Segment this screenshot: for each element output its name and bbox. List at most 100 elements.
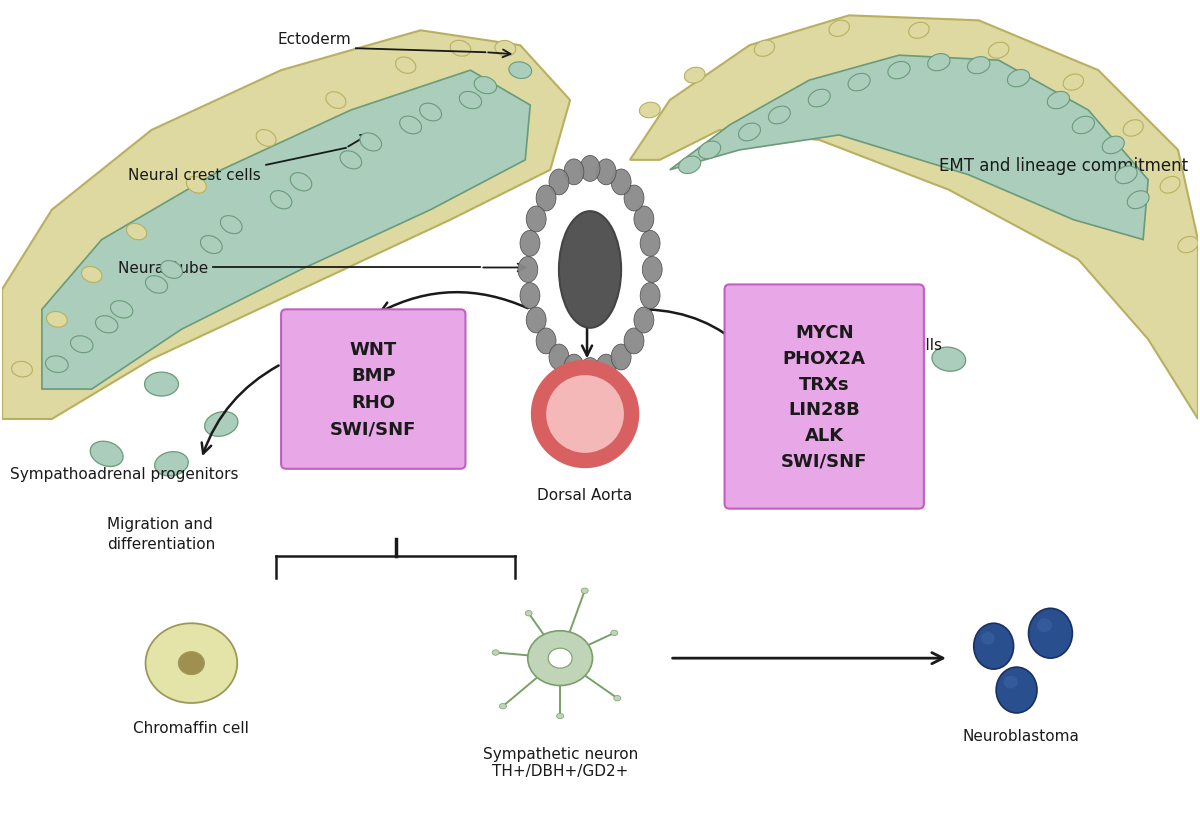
Ellipse shape [581,588,588,594]
Text: Chromaffin cell: Chromaffin cell [133,720,250,735]
Ellipse shape [526,611,532,616]
Text: Migrating
neural crest cells: Migrating neural crest cells [811,318,942,352]
Ellipse shape [90,441,124,467]
Ellipse shape [640,103,660,119]
Text: Sympathetic neuron
TH+/DBH+/GD2+: Sympathetic neuron TH+/DBH+/GD2+ [482,746,637,778]
Text: Neural crest cells: Neural crest cells [128,168,262,183]
Polygon shape [630,16,1198,419]
Ellipse shape [527,206,546,233]
Ellipse shape [679,157,701,174]
Ellipse shape [460,93,481,110]
Ellipse shape [528,631,593,686]
Ellipse shape [1127,192,1150,210]
Ellipse shape [1073,117,1094,134]
Ellipse shape [155,452,188,477]
Ellipse shape [396,58,415,75]
Ellipse shape [624,328,644,355]
Ellipse shape [640,283,660,310]
Ellipse shape [1123,120,1144,137]
Ellipse shape [557,713,564,719]
Ellipse shape [520,231,540,257]
Polygon shape [2,31,570,419]
Ellipse shape [809,90,830,108]
Text: Migration and
differentiation: Migration and differentiation [107,517,215,551]
Ellipse shape [611,631,618,636]
Ellipse shape [145,623,238,704]
Text: Sympathoadrenal progenitors: Sympathoadrenal progenitors [10,467,239,482]
Ellipse shape [492,650,499,655]
Ellipse shape [450,41,470,57]
Ellipse shape [520,283,540,310]
Ellipse shape [580,156,600,182]
Ellipse shape [221,216,242,234]
Ellipse shape [186,177,206,194]
Polygon shape [670,57,1148,240]
Ellipse shape [110,301,133,319]
Text: EMT and lineage commitment: EMT and lineage commitment [938,156,1188,174]
Ellipse shape [989,43,1009,59]
Ellipse shape [932,348,966,372]
Ellipse shape [340,152,361,170]
Ellipse shape [829,21,850,38]
Ellipse shape [698,142,721,160]
Ellipse shape [564,160,584,186]
Text: Neural tube: Neural tube [118,260,209,276]
Ellipse shape [812,373,846,397]
Ellipse shape [634,308,654,333]
Ellipse shape [613,695,620,701]
Ellipse shape [848,75,870,92]
Ellipse shape [684,68,706,84]
Ellipse shape [888,62,910,79]
Circle shape [546,376,624,453]
Ellipse shape [12,362,32,378]
Ellipse shape [872,417,906,442]
Ellipse shape [270,192,292,210]
Ellipse shape [624,186,644,212]
Ellipse shape [71,337,94,353]
Ellipse shape [527,308,546,333]
Ellipse shape [205,412,238,437]
Ellipse shape [611,170,631,196]
Ellipse shape [1160,177,1180,194]
Ellipse shape [1037,618,1052,632]
Ellipse shape [548,649,572,668]
Ellipse shape [611,345,631,370]
Ellipse shape [179,652,204,675]
Ellipse shape [580,358,600,384]
Ellipse shape [642,257,662,283]
Text: WNT
BMP
RHO
SWI/SNF: WNT BMP RHO SWI/SNF [330,341,416,437]
Ellipse shape [145,276,168,294]
Ellipse shape [474,78,497,94]
Ellipse shape [548,170,569,196]
Ellipse shape [634,206,654,233]
Ellipse shape [360,133,382,152]
Ellipse shape [161,261,182,279]
Ellipse shape [548,345,569,370]
Ellipse shape [257,130,276,147]
Ellipse shape [144,373,179,396]
FancyBboxPatch shape [281,310,466,469]
Ellipse shape [596,160,616,186]
Circle shape [533,362,638,467]
Ellipse shape [743,318,776,342]
Ellipse shape [1048,93,1069,110]
FancyBboxPatch shape [725,285,924,509]
Ellipse shape [564,355,584,381]
Ellipse shape [536,186,556,212]
Ellipse shape [559,212,622,328]
Text: Dorsal Aorta: Dorsal Aorta [538,487,632,502]
Ellipse shape [509,63,532,79]
Ellipse shape [1008,70,1030,88]
Ellipse shape [1003,676,1018,689]
Ellipse shape [1063,75,1084,91]
Ellipse shape [768,107,791,124]
Ellipse shape [420,104,442,122]
Text: Ectoderm: Ectoderm [277,32,350,47]
Ellipse shape [46,356,68,373]
Ellipse shape [980,632,995,645]
Ellipse shape [200,237,222,254]
Ellipse shape [126,224,146,241]
Ellipse shape [47,312,67,328]
Ellipse shape [96,316,118,333]
Ellipse shape [596,355,616,381]
